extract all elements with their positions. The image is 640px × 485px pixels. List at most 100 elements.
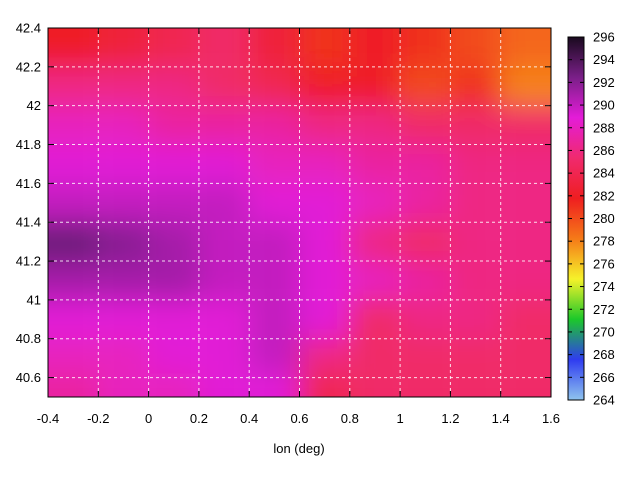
heatmap-cell <box>450 222 501 262</box>
heatmap-cell <box>249 28 300 67</box>
heatmap-cell <box>48 222 99 262</box>
heatmap-cell <box>400 222 451 262</box>
heatmap-cell <box>400 28 451 67</box>
heatmap-cell <box>450 28 501 67</box>
heatmap-cell <box>249 261 300 300</box>
heatmap-cell <box>198 299 250 339</box>
heatmap-cell <box>349 28 401 67</box>
heatmap-cell <box>98 66 149 106</box>
heatmap-cell <box>148 28 199 67</box>
heatmap-cell <box>299 372 350 397</box>
heatmap-cell <box>349 299 401 339</box>
heatmap-cell <box>98 183 149 223</box>
heatmap-cell <box>299 105 350 145</box>
colorbar-tick-label: 282 <box>593 188 615 203</box>
heatmap-cell <box>349 222 401 262</box>
heatmap-cell <box>198 105 250 145</box>
colorbar-tick-label: 280 <box>593 211 615 226</box>
heatmap-cell <box>500 372 551 397</box>
heatmap-cell <box>349 183 401 223</box>
heatmap-cell <box>450 144 501 184</box>
heatmap-cell <box>48 261 99 300</box>
heatmap-cell <box>48 183 99 223</box>
heatmap-cell <box>400 66 451 106</box>
heatmap-cell <box>500 183 551 223</box>
heatmap-cell <box>148 105 199 145</box>
x-tick-label: 0 <box>145 411 152 426</box>
colorbar-tick-label: 270 <box>593 324 615 339</box>
heatmap-cell <box>98 105 149 145</box>
y-tick-label: 40.6 <box>16 370 41 385</box>
heatmap-cell <box>299 66 350 106</box>
x-tick-label: 1.6 <box>542 411 560 426</box>
heatmap-cell <box>48 144 99 184</box>
heatmap-cell <box>450 261 501 300</box>
heatmap-cell <box>148 144 199 184</box>
heatmap-cell <box>98 299 149 339</box>
y-tick-label: 41.8 <box>16 137 41 152</box>
colorbar-tick-label: 276 <box>593 256 615 271</box>
heatmap-cell <box>299 261 350 300</box>
colorbar-tick-label: 292 <box>593 75 615 90</box>
heatmap-cell <box>500 66 551 106</box>
heatmap-cell <box>450 66 501 106</box>
heatmap-cell <box>400 372 451 397</box>
colorbar-tick-label: 268 <box>593 347 615 362</box>
heatmap-cell <box>450 105 501 145</box>
heatmap-cell <box>249 372 300 397</box>
heatmap-cell <box>500 105 551 145</box>
y-tick-label: 42.2 <box>16 59 41 74</box>
heatmap-cell <box>500 299 551 339</box>
heatmap-cell <box>400 338 451 373</box>
heatmap-cell <box>98 338 149 373</box>
heatmap-cell <box>400 299 451 339</box>
x-tick-label: 0.4 <box>240 411 258 426</box>
heatmap-cell <box>299 222 350 262</box>
heatmap-cell <box>299 183 350 223</box>
x-tick-label: 1 <box>396 411 403 426</box>
heatmap-cell <box>249 338 300 373</box>
heatmap-cell <box>400 144 451 184</box>
heatmap-cell <box>48 66 99 106</box>
colorbar-tick-label: 272 <box>593 302 615 317</box>
heatmap-cell <box>198 372 250 397</box>
x-tick-label: 0.6 <box>290 411 308 426</box>
y-axis: 40.6 40.8 41 41.2 41.4 41.6 41.8 42 42.2 42.4 <box>16 21 551 385</box>
y-tick-label: 42 <box>27 98 41 113</box>
x-tick-label: 0.8 <box>341 411 359 426</box>
heatmap-cell <box>198 144 250 184</box>
heatmap-cell <box>249 299 300 339</box>
heatmap-cells <box>48 28 551 397</box>
y-tick-label: 41.2 <box>16 254 41 269</box>
heatmap-cell <box>299 144 350 184</box>
colorbar-tick-label: 264 <box>593 393 615 408</box>
heatmap-cell <box>349 261 401 300</box>
heatmap-cell <box>349 144 401 184</box>
heatmap-cell <box>249 66 300 106</box>
colorbar-tick-label: 284 <box>593 166 615 181</box>
heatmap-cell <box>148 183 199 223</box>
x-tick-label: -0.4 <box>37 411 59 426</box>
heatmap-cell <box>48 105 99 145</box>
colorbar-tick-label: 290 <box>593 98 615 113</box>
heatmap-cell <box>148 222 199 262</box>
heatmap-cell <box>299 28 350 67</box>
y-tick-label: 42.4 <box>16 21 41 36</box>
heatmap-cell <box>299 299 350 339</box>
y-tick-label: 41 <box>27 292 41 307</box>
heatmap-cell <box>249 222 300 262</box>
colorbar-tick-label: 278 <box>593 234 615 249</box>
heatmap-cell <box>450 372 501 397</box>
heatmap-cell <box>249 183 300 223</box>
heatmap-cell <box>198 222 250 262</box>
heatmap-cell <box>98 28 149 67</box>
x-axis-label: lon (deg) <box>273 441 324 456</box>
heatmap-cell <box>198 261 250 300</box>
heatmap-cell <box>148 299 199 339</box>
x-tick-label: 1.4 <box>492 411 510 426</box>
heatmap-cell <box>500 261 551 300</box>
x-axis: -0.4 -0.2 0 0.2 0.4 0.6 0.8 1 1.2 1.4 1.6 <box>37 28 560 426</box>
x-tick-label: -0.2 <box>87 411 109 426</box>
